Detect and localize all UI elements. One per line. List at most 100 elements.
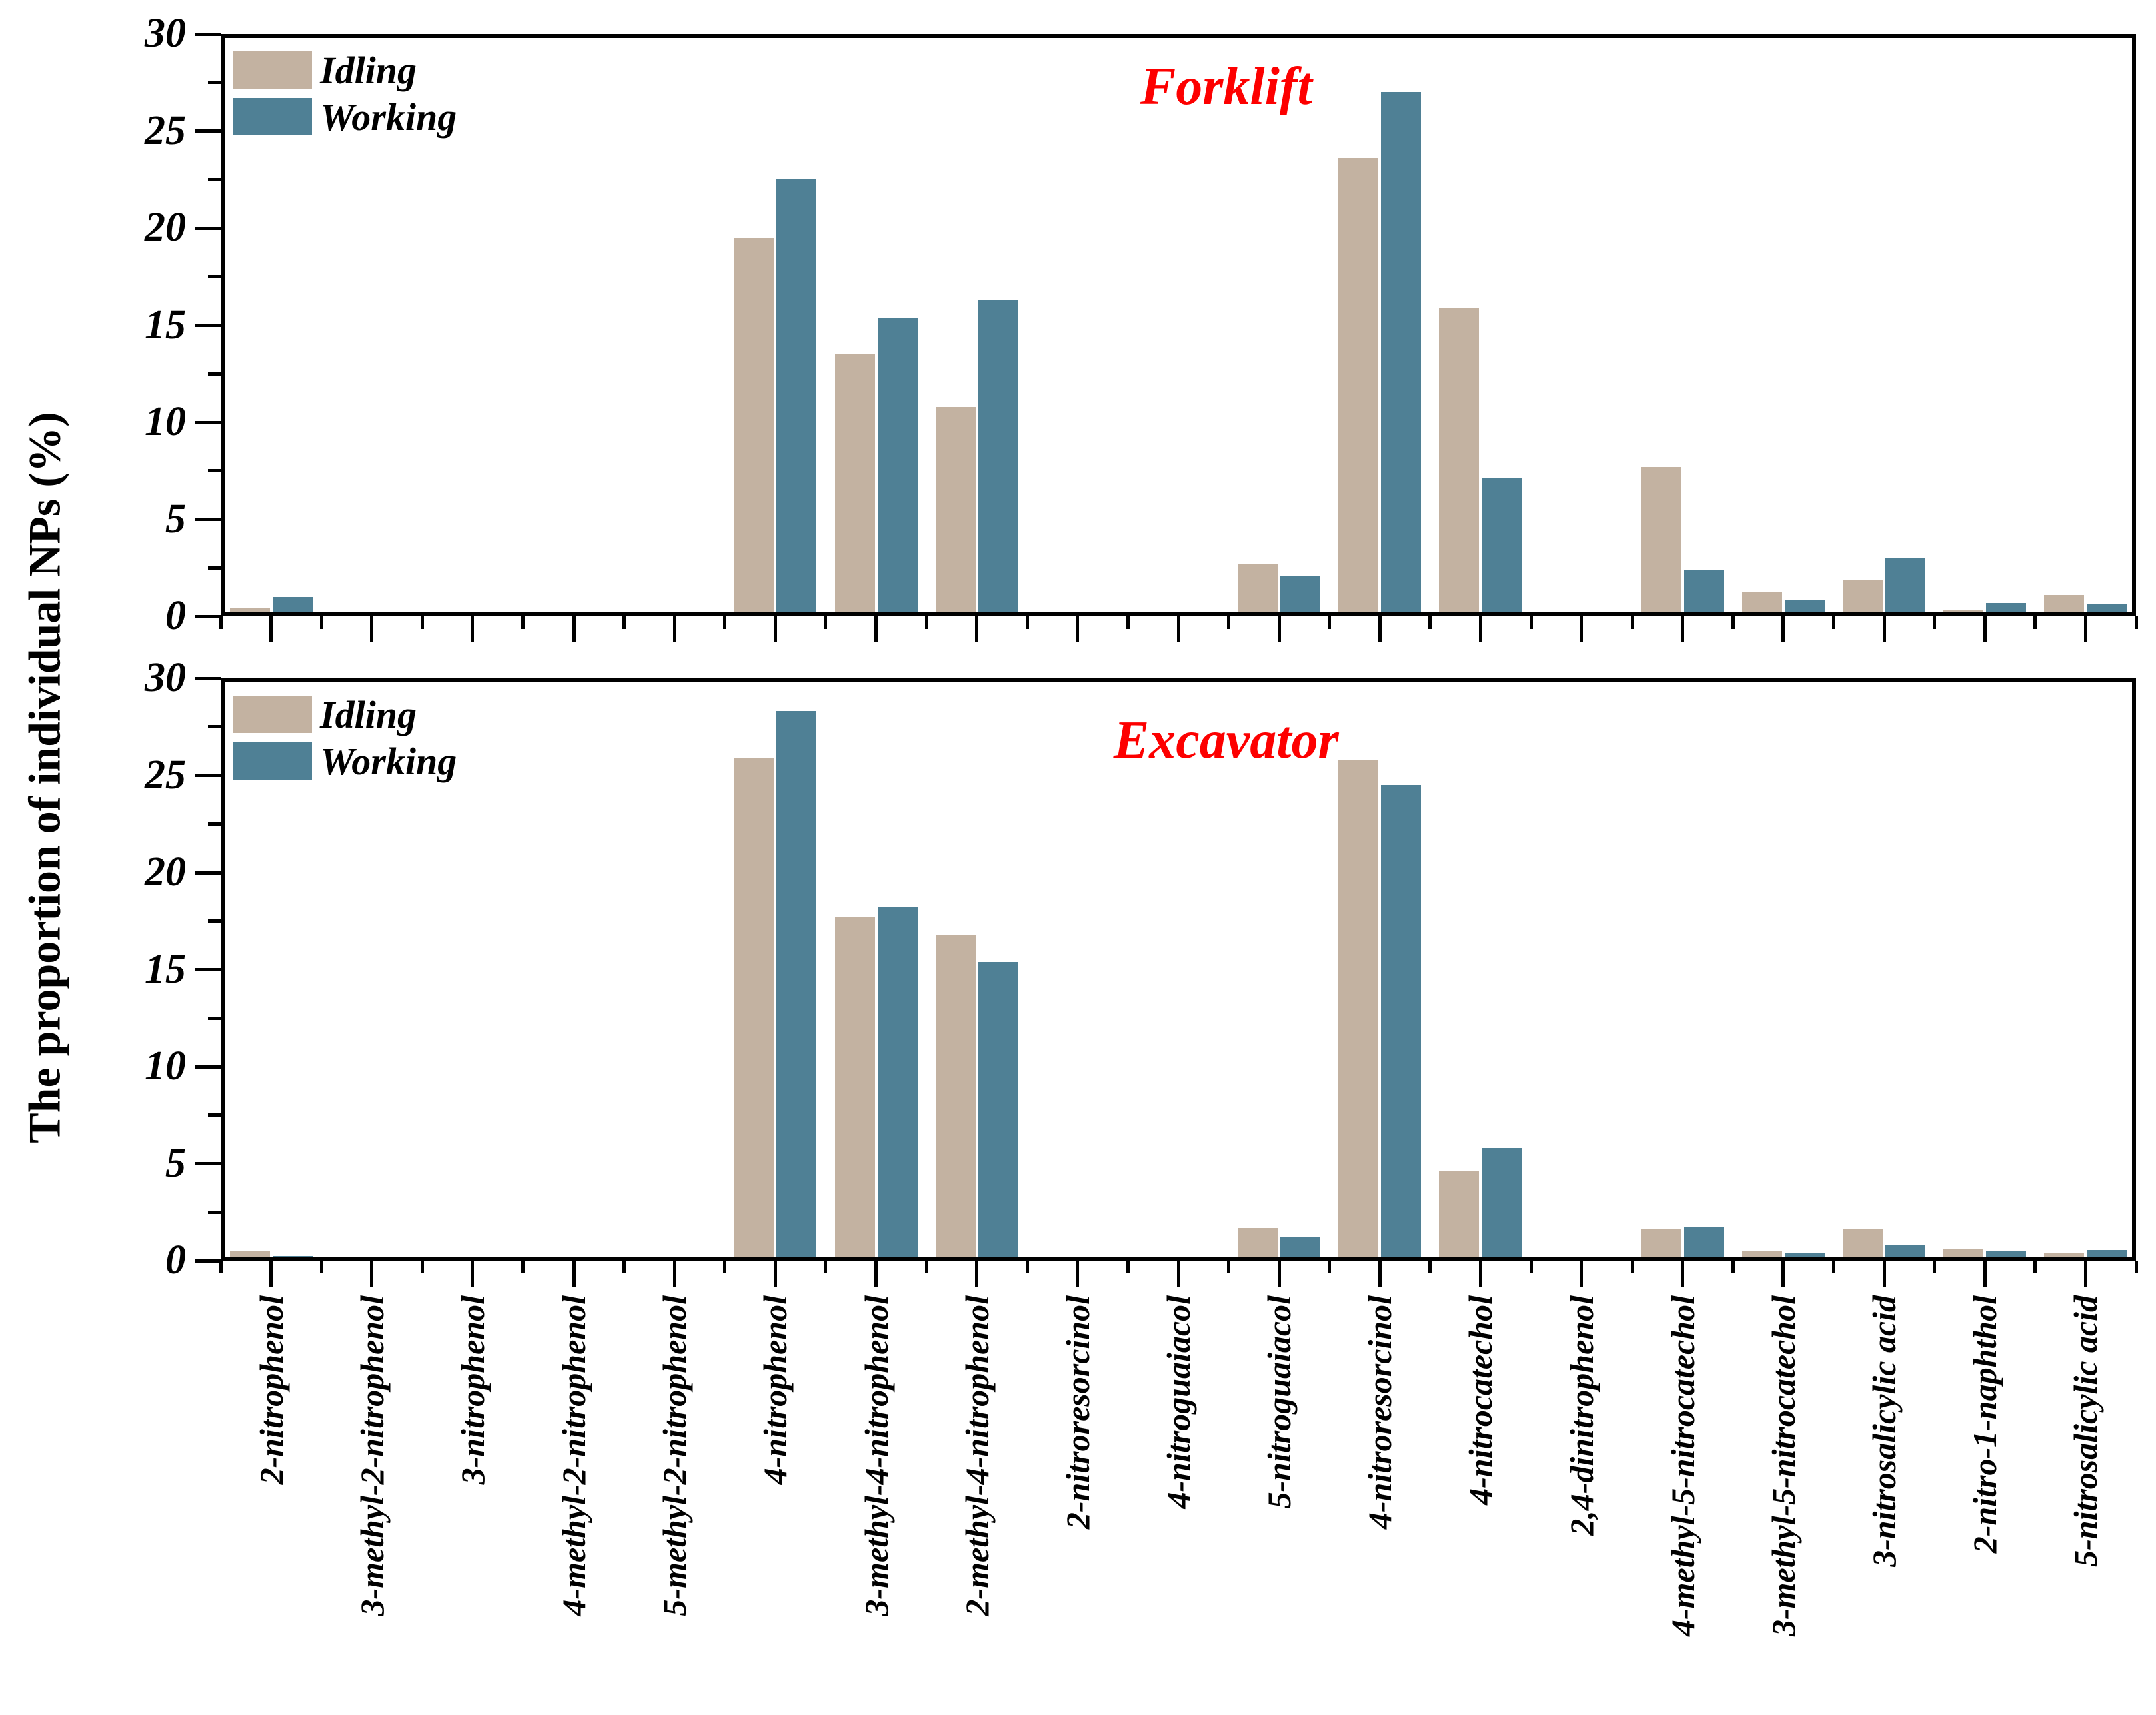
working-bar [1986,602,2027,616]
x-axis-tick-minor [1731,1261,1735,1273]
y-axis-tick [195,32,221,36]
y-axis-tick [208,566,221,570]
y-axis-tick [195,871,221,875]
y-axis-tick [208,1016,221,1020]
working-legend-swatch [233,98,312,135]
x-category-label: 2-nitrophenol [252,1295,290,1485]
idling-bar [1338,158,1379,616]
y-tick-label: 10 [145,1043,186,1089]
x-category-label: 4-nitroresorcinol [1361,1295,1399,1530]
category-group [523,34,624,616]
x-category-label: 3-methyl-4-nitrophenol [857,1295,895,1616]
idling-bar [1540,614,1580,616]
category-group [1430,34,1531,616]
x-category-label: 3-nitrophenol [453,1295,491,1485]
y-axis-tick [195,1162,221,1165]
y-axis-tick [208,919,221,923]
idling-bar [935,935,976,1261]
y-axis-title: The proportion of individual NPs (%) [19,412,70,1143]
idling-bar [1741,592,1782,616]
category-group [624,34,725,616]
y-axis-tick [208,725,221,729]
category-group [1229,34,1330,616]
y-axis-tick [195,1065,221,1069]
x-axis-tick-major [773,1261,777,1287]
x-axis-tick-major [1378,1261,1382,1287]
x-axis-tick-minor [1933,1261,1937,1273]
x-axis-tick-minor [1025,1261,1029,1273]
working-bar [1582,1259,1623,1261]
idling-legend-label: Idling [320,693,417,736]
x-axis-tick-minor [622,1261,626,1273]
category-group [624,678,725,1261]
x-axis-tick-minor [1731,616,1735,629]
category-group [1632,34,1733,616]
x-category-label: 4-nitrophenol [756,1295,794,1485]
x-axis-tick-minor [723,616,727,629]
idling-bar [734,237,774,616]
idling-bar [1540,1259,1580,1261]
x-axis-tick-major [1378,616,1382,642]
idling-bar [1338,760,1379,1261]
y-tick-label: 20 [145,849,186,895]
x-axis-tick-minor [420,1261,424,1273]
category-group [1733,34,1833,616]
x-category-label: 4-nitroguaiacol [1160,1295,1197,1509]
category-group [725,678,826,1261]
x-axis-tick-major [874,1261,878,1287]
y-tick-label: 0 [165,1237,186,1283]
category-group [1430,678,1531,1261]
x-axis-tick-major [1983,616,1987,642]
category-group [926,34,1027,616]
x-axis-tick-major [269,1261,273,1287]
category-group [1027,34,1128,616]
x-axis-tick-major [672,1261,676,1287]
x-axis-tick-major [370,1261,374,1287]
idling-bar [2044,1253,2085,1261]
x-axis-tick-minor [1428,616,1432,629]
working-bar [1986,1251,2027,1261]
x-axis-tick-major [1580,1261,1584,1287]
working-bar [1482,1148,1522,1261]
x-axis-tick-major [471,616,475,642]
x-axis-tick-major [1277,616,1281,642]
working-bar [1582,614,1623,616]
category-group [725,34,826,616]
idling-legend-label: Idling [320,49,417,92]
x-axis-tick-major [572,1261,576,1287]
y-axis-tick [208,822,221,826]
idling-bar [1943,1249,1984,1261]
x-axis-tick-major [773,616,777,642]
category-group [1733,678,1833,1261]
y-axis-tick [208,81,221,85]
working-bar [978,961,1018,1261]
category-group [1935,34,2035,616]
x-axis-tick-minor [2033,616,2037,629]
x-category-label: 4-methyl-5-nitrocatechol [1663,1295,1701,1637]
x-category-label: 5-methyl-2-nitrophenol [656,1295,694,1616]
working-bar [1683,570,1724,616]
x-axis-tick-minor [1025,616,1029,629]
y-tick-label: 30 [145,655,186,700]
category-group [1330,34,1430,616]
category-group [523,678,624,1261]
y-axis-tick [195,129,221,133]
x-axis-tick-major [672,616,676,642]
x-axis-tick-minor [1630,1261,1634,1273]
x-category-label: 2-nitroresorcinol [1058,1295,1096,1530]
y-tick-label: 25 [145,107,186,153]
working-bar [1381,92,1422,616]
x-axis-tick-major [370,616,374,642]
x-axis-tick-minor [1529,1261,1533,1273]
working-bar [473,614,514,616]
idling-bar [1943,609,1984,616]
x-axis-tick-minor [1227,616,1231,629]
working-bar [1784,600,1825,616]
working-bar [272,596,313,616]
panel-title-excavator: Excavator [1113,711,1339,770]
y-axis-tick [195,518,221,521]
category-group [826,678,926,1261]
x-axis-tick-major [1781,616,1785,642]
panel-title-forklift: Forklift [1140,57,1312,116]
working-bar [2087,1250,2127,1261]
